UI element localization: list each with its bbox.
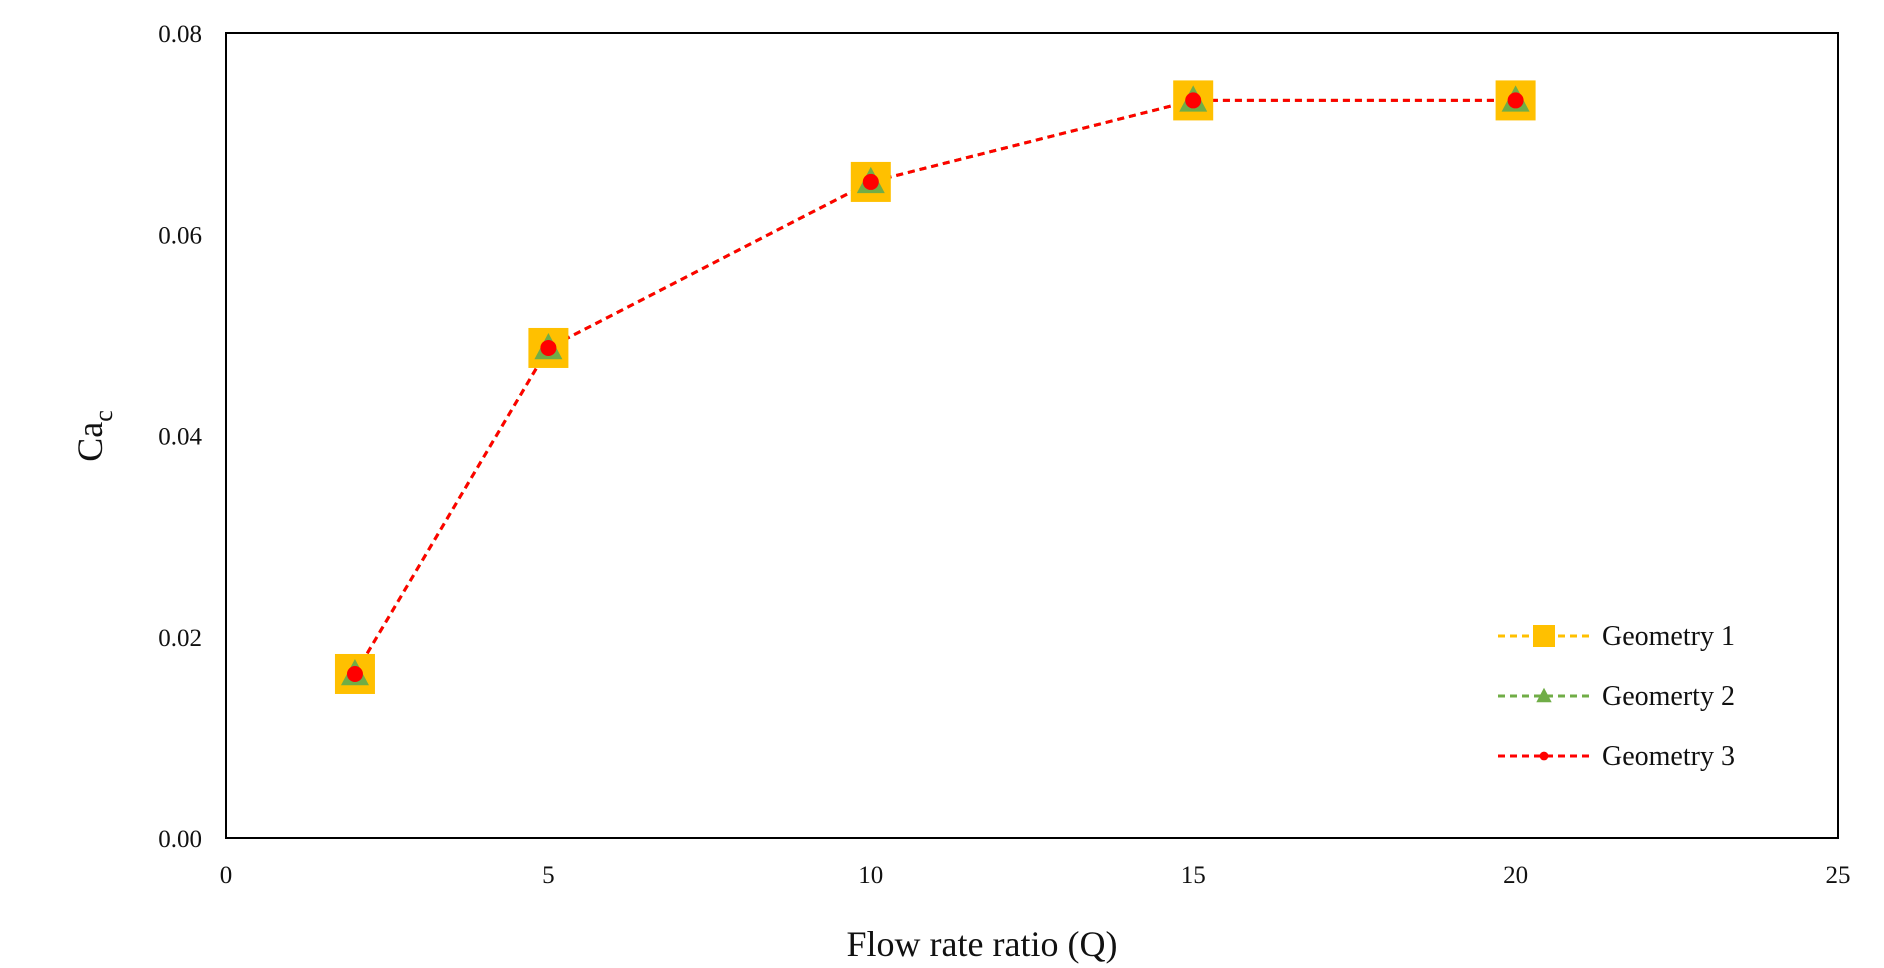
series-layer: [334, 80, 1536, 694]
x-tick-label: 0: [220, 862, 233, 889]
y-axis-title-subscript: c: [89, 410, 118, 422]
y-tick-label: 0.00: [158, 826, 202, 853]
x-tick-label: 5: [542, 862, 555, 889]
legend-item: Geometry 1: [1498, 621, 1735, 652]
data-point-circle: [346, 665, 363, 682]
x-tick-label: 25: [1826, 862, 1851, 889]
data-point-triangle: [1536, 687, 1552, 703]
y-tick-label: 0.08: [158, 21, 202, 48]
legend-label: Geomerty 2: [1602, 681, 1735, 712]
x-axis-ticks: 0 5 10 15 20 25: [220, 862, 1851, 889]
x-tick-label: 20: [1503, 862, 1528, 889]
data-point-square: [1533, 625, 1555, 647]
legend-item: Geomerty 2: [1498, 681, 1735, 712]
legend-item: Geometry 3: [1498, 741, 1735, 772]
plot-area: [225, 32, 1839, 839]
y-axis-title: Cac: [70, 410, 118, 462]
legend-label: Geometry 3: [1602, 741, 1735, 772]
data-point-circle: [1507, 92, 1524, 109]
y-axis-title-main: Ca: [70, 422, 110, 462]
x-tick-label: 10: [858, 862, 883, 889]
y-tick-label: 0.04: [158, 424, 202, 451]
x-tick-label: 15: [1181, 862, 1206, 889]
data-point-circle: [1539, 751, 1549, 761]
data-point-circle: [1185, 92, 1202, 109]
legend-label: Geometry 1: [1602, 621, 1735, 652]
y-tick-label: 0.02: [158, 625, 202, 652]
x-axis-title: Flow rate ratio (Q): [847, 924, 1118, 964]
y-axis-ticks: 0.00 0.02 0.04 0.06 0.08: [158, 21, 202, 853]
data-point-circle: [540, 339, 557, 356]
data-point-circle: [862, 173, 879, 190]
series-line: [353, 98, 1516, 675]
y-tick-label: 0.06: [158, 222, 202, 249]
legend: Geometry 1 Geomerty 2 Geometry 3: [1498, 621, 1735, 772]
